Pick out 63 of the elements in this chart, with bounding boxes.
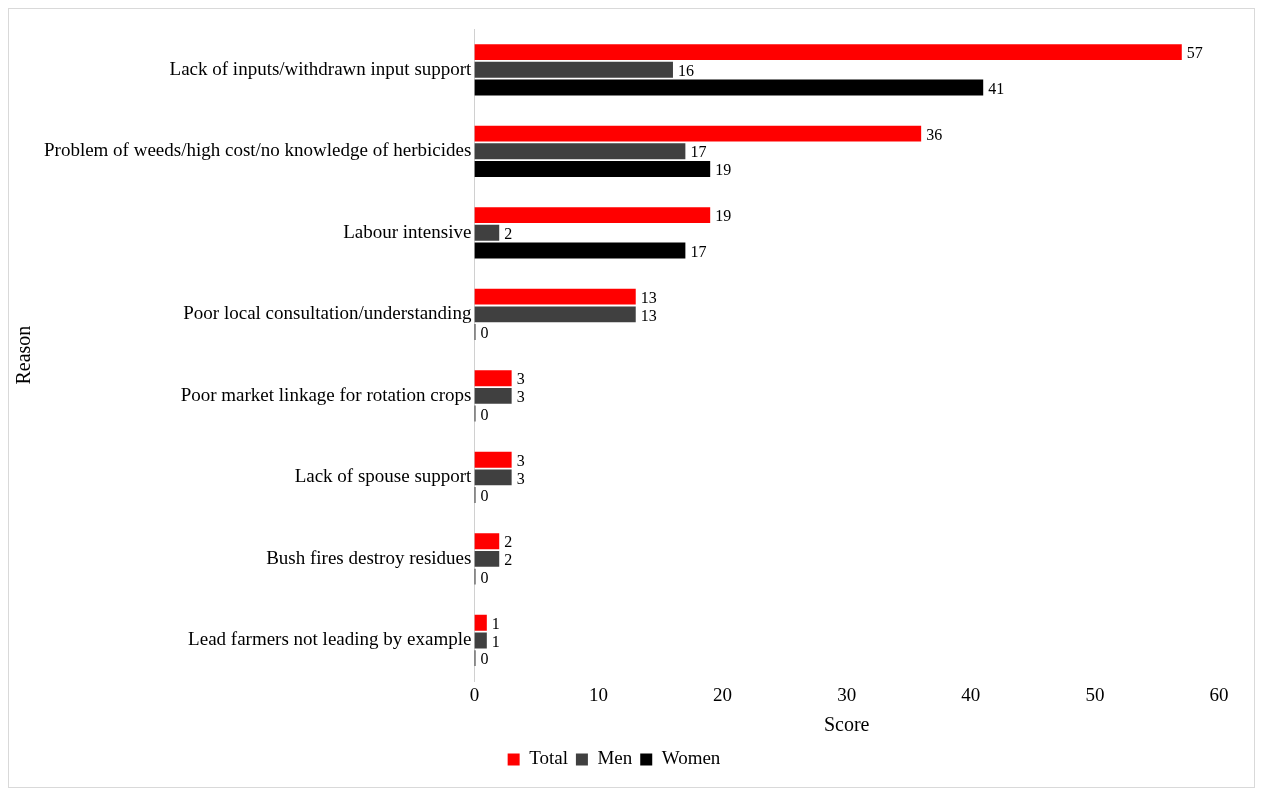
bar — [474, 61, 673, 78]
data-label: 57 — [1186, 44, 1203, 62]
legend-label: Total — [529, 747, 568, 769]
x-tick-label: 40 — [961, 683, 981, 705]
bar — [474, 242, 686, 259]
data-label: 16 — [677, 61, 694, 79]
x-tick-label: 60 — [1209, 683, 1229, 705]
data-label: 13 — [640, 306, 657, 324]
y-tick-label: Lack of inputs/withdrawn input support — [169, 57, 473, 79]
y-tick-label: Labour intensive — [343, 220, 472, 242]
y-tick-label: Poor market linkage for rotation crops — [180, 383, 472, 405]
bar — [474, 224, 500, 241]
bar — [474, 125, 922, 142]
bar — [474, 469, 512, 486]
bar — [474, 207, 711, 224]
legend-label: Women — [661, 747, 721, 769]
data-label: 36 — [926, 125, 943, 143]
bar — [474, 387, 512, 404]
bar — [474, 533, 500, 550]
bar — [474, 451, 512, 468]
bar — [474, 44, 1182, 61]
data-label: 19 — [715, 207, 732, 225]
data-label: 41 — [988, 79, 1005, 97]
data-label: 13 — [640, 288, 657, 306]
data-label: 0 — [480, 405, 489, 423]
bar — [474, 614, 487, 631]
data-label: 0 — [480, 324, 489, 342]
x-tick-label: 50 — [1085, 683, 1105, 705]
data-label: 3 — [516, 370, 525, 388]
bar — [474, 370, 512, 387]
data-label: 1 — [491, 614, 500, 632]
y-tick-label: Problem of weeds/high cost/no knowledge of herbicides — [43, 139, 472, 161]
bar — [474, 306, 636, 323]
bar — [474, 79, 984, 96]
data-label: 17 — [690, 242, 707, 260]
x-tick-label: 30 — [837, 683, 857, 705]
data-label: 19 — [715, 161, 732, 179]
data-label: 0 — [480, 487, 489, 505]
data-label: 17 — [690, 143, 707, 161]
x-tick-label: 0 — [469, 683, 480, 705]
data-label: 0 — [480, 650, 489, 668]
x-tick-label: 10 — [589, 683, 609, 705]
x-tick-label: 20 — [713, 683, 733, 705]
y-tick-label: Lead farmers not leading by example — [188, 628, 472, 650]
data-label: 1 — [491, 632, 500, 650]
data-label: 2 — [504, 551, 513, 569]
y-axis-title: Reason — [12, 325, 35, 385]
data-label: 3 — [516, 469, 525, 487]
data-label: 0 — [480, 568, 489, 586]
y-tick-label: Poor local consultation/understanding — [183, 302, 472, 324]
y-tick-label: Lack of spouse support — [294, 465, 473, 487]
bar — [474, 143, 686, 160]
data-label: 3 — [516, 388, 525, 406]
y-tick-label: Bush fires destroy residues — [266, 546, 472, 568]
bar — [474, 288, 636, 305]
legend-label: Men — [597, 747, 633, 769]
data-label: 2 — [504, 533, 513, 551]
data-label: 3 — [516, 451, 525, 469]
x-axis-title: Score — [823, 713, 870, 736]
bar — [474, 161, 711, 177]
data-label: 2 — [504, 225, 513, 243]
bar — [474, 550, 500, 567]
bar — [474, 632, 487, 649]
